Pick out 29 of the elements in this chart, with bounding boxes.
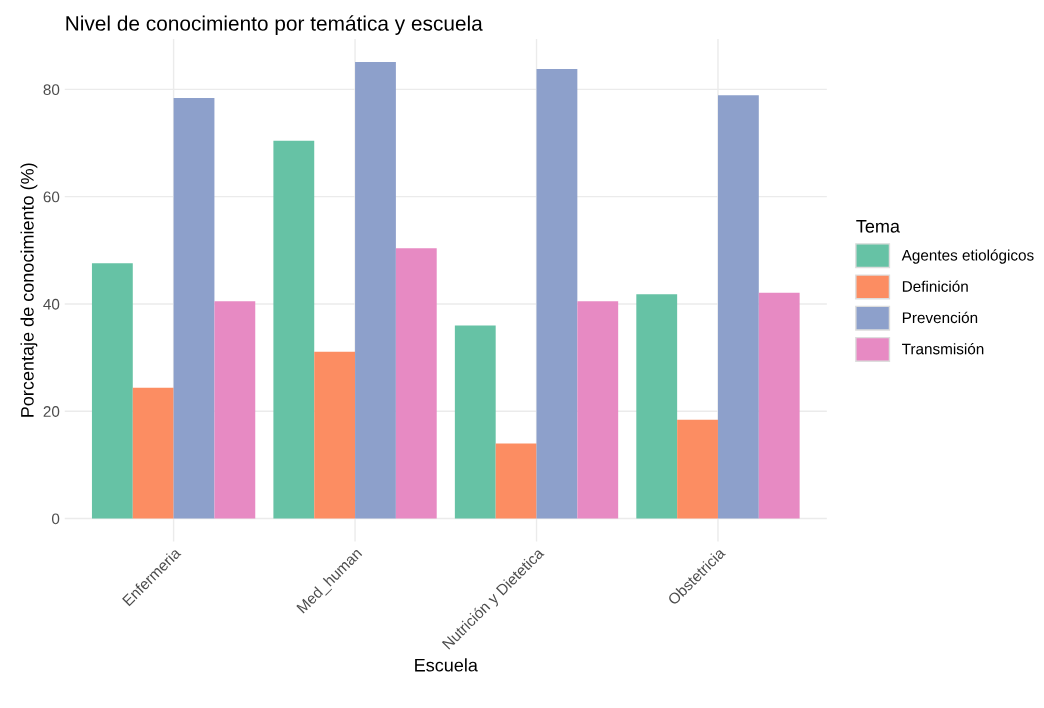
bar xyxy=(273,140,315,519)
bar xyxy=(91,263,133,519)
bar xyxy=(454,325,496,519)
legend-label: Agentes etiológicos xyxy=(901,249,1034,264)
y-tick-label: 20 xyxy=(43,406,60,417)
bar xyxy=(758,292,800,519)
y-axis-title: Porcentaje de conocimiento (%) xyxy=(20,163,38,417)
bar xyxy=(577,301,619,519)
legend-label: Definición xyxy=(902,280,968,292)
bar xyxy=(636,294,678,519)
legend-label: Transmisión xyxy=(902,342,984,355)
bar xyxy=(395,248,437,519)
bar xyxy=(314,351,356,519)
bar xyxy=(495,443,537,519)
y-tick-label: 40 xyxy=(43,298,60,310)
bar xyxy=(214,301,256,519)
legend-title: Tema xyxy=(856,220,900,233)
bar xyxy=(536,68,578,519)
bar xyxy=(677,419,718,519)
bar xyxy=(355,62,396,519)
y-tick-label: 60 xyxy=(43,191,60,203)
legend-label: Prevención xyxy=(902,311,978,324)
bar xyxy=(717,95,759,519)
bar xyxy=(132,387,174,519)
y-tick-label: 0 xyxy=(51,513,60,525)
y-tick-label: 80 xyxy=(43,84,60,96)
bar xyxy=(173,97,215,519)
x-axis-title: Escuela xyxy=(415,658,478,672)
chart-title: Nivel de conocimiento por temática y escuela xyxy=(66,15,483,35)
